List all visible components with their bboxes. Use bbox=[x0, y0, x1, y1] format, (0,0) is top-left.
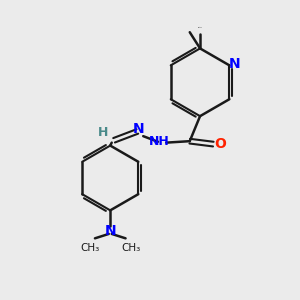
Text: O: O bbox=[214, 137, 226, 151]
Text: NH: NH bbox=[149, 135, 170, 148]
Text: CH₃: CH₃ bbox=[80, 243, 99, 253]
Text: N: N bbox=[229, 57, 241, 71]
Text: N: N bbox=[132, 122, 144, 136]
Text: H: H bbox=[98, 126, 108, 139]
Text: CH₃: CH₃ bbox=[121, 243, 140, 253]
Text: methyl: methyl bbox=[198, 27, 203, 28]
Text: N: N bbox=[104, 224, 116, 238]
